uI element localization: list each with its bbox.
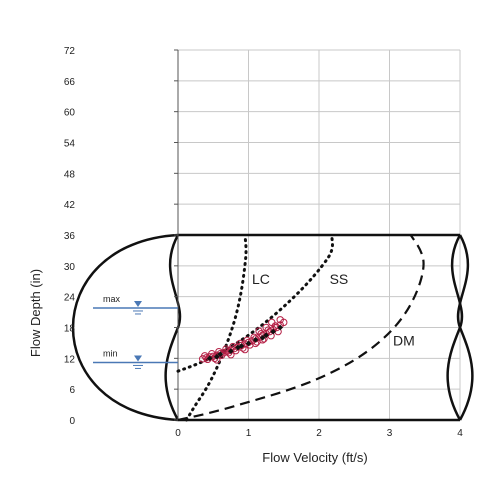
water-level-label: min: [103, 348, 118, 358]
curve-label-lc: LC: [252, 271, 270, 287]
y-tick-label: 18: [64, 324, 76, 335]
data-point-diamond: [206, 355, 213, 362]
data-point-diamond: [277, 324, 284, 331]
y-axis-title: Flow Depth (in): [28, 269, 43, 357]
data-points: [198, 316, 288, 364]
y-tick-label: 60: [64, 108, 76, 119]
curve-lc: [184, 233, 248, 422]
y-tick-label: 36: [64, 231, 76, 242]
y-tick-label: 66: [64, 77, 76, 88]
pipe-left-end: [71, 233, 179, 422]
data-point-circle: [201, 352, 209, 360]
y-tick-label: 54: [64, 139, 76, 150]
x-axis-title: Flow Velocity (ft/s): [262, 450, 367, 465]
water-level-marker-icon: [134, 355, 142, 362]
water-levels: max min: [93, 294, 178, 369]
y-tick-label: 0: [69, 416, 75, 427]
curve-ss: [176, 233, 334, 373]
x-tick-label: 2: [316, 428, 322, 439]
y-tick-label: 48: [64, 169, 76, 180]
data-point-diamond: [259, 334, 266, 341]
x-tick-label: 0: [175, 428, 181, 439]
water-level-marker-icon: [134, 300, 142, 307]
data-point-circle: [222, 345, 230, 353]
data-point-circle: [262, 323, 270, 332]
x-tick-label: 3: [387, 428, 393, 439]
data-point-diamond: [217, 351, 224, 358]
data-point-circle: [276, 316, 284, 324]
water-level-label: max: [103, 294, 121, 304]
x-tick-label: 1: [246, 428, 252, 439]
data-point-diamond: [270, 328, 276, 335]
data-point-diamond: [238, 343, 245, 349]
y-tick-label: 24: [64, 293, 76, 304]
data-point-diamond: [245, 340, 252, 347]
y-tick-label: 12: [64, 354, 76, 365]
pipe-outline: [71, 233, 474, 422]
data-point-diamond: [213, 353, 220, 360]
y-tick-label: 42: [64, 200, 76, 211]
curve-label-dm: DM: [393, 332, 415, 348]
x-tick-label: 4: [457, 428, 463, 439]
y-tick-label: 30: [64, 262, 76, 273]
data-point-circle: [208, 350, 216, 358]
data-point-diamond: [228, 348, 234, 354]
data-point-circle: [241, 345, 249, 354]
y-tick-label: 72: [64, 46, 76, 57]
velocity-curves: LC SS DM: [176, 233, 425, 422]
data-point-diamond: [235, 344, 241, 351]
data-point-diamond: [263, 332, 269, 339]
y-tick-label: 6: [69, 385, 75, 396]
grid: [178, 49, 461, 420]
data-point-circle: [268, 318, 276, 327]
data-point-diamond: [252, 337, 259, 343]
curve-label-ss: SS: [330, 271, 349, 287]
data-point-circle: [255, 327, 263, 335]
pipe-right-back: [456, 234, 474, 421]
